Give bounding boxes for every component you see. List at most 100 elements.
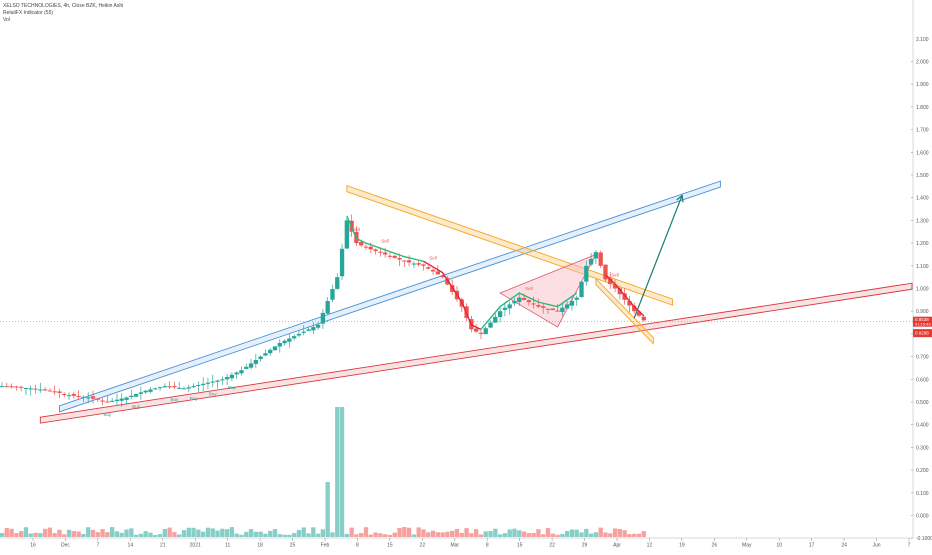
x-tick-label: 12 [647, 543, 653, 549]
volume-bar [215, 530, 220, 537]
volume-bar [478, 534, 484, 537]
x-tick-label: 2021 [190, 543, 201, 549]
drawing-layer[interactable] [39, 180, 913, 424]
candle-body [105, 401, 110, 403]
volume-bar [406, 527, 412, 537]
candle-body [435, 271, 440, 275]
candle-body [191, 386, 196, 388]
legend-symbol[interactable]: XELSO TECHNOLOGIES, 4h, Close BZK, Heiki… [3, 3, 124, 9]
volume-bar [641, 531, 646, 537]
candle-body [411, 263, 417, 265]
x-tick-label: 8 [356, 543, 359, 549]
candle-body [14, 386, 19, 388]
volume-bar [560, 534, 565, 537]
candle-body [28, 388, 33, 390]
candle-body [57, 391, 62, 393]
volume-bar [387, 534, 393, 537]
volume-bar [157, 534, 163, 537]
candle-body [244, 366, 249, 369]
candle-body [612, 284, 618, 289]
volume-bar [545, 528, 551, 537]
volume-bar [416, 527, 421, 537]
volume-bar [14, 533, 19, 537]
volume-bar [186, 527, 191, 537]
volume-bar [402, 527, 407, 537]
x-tick-label: 10 [776, 543, 782, 549]
resistance-channel [595, 277, 654, 345]
candle-body [110, 400, 115, 402]
volume-bar [464, 528, 469, 537]
candle-body [555, 310, 560, 312]
candle-body [157, 387, 163, 389]
volume-bar [526, 533, 531, 537]
volume-bar [569, 529, 575, 537]
y-tick-label: 0.700 [916, 355, 929, 361]
volume-bar [0, 533, 5, 537]
candle-body [100, 400, 105, 402]
candle-body [627, 301, 632, 306]
volume-bar [488, 531, 493, 537]
volume-bar [311, 527, 316, 537]
volume-bar [272, 529, 278, 537]
forecast-arrow [633, 195, 683, 319]
y-tick-label: 0.500 [916, 400, 929, 406]
volume-bar [627, 534, 632, 537]
volume-bar [430, 530, 436, 537]
volume-bar [555, 534, 560, 537]
volume-bar [287, 534, 292, 537]
indicator-line-down [423, 260, 482, 330]
volume-bar [62, 534, 67, 537]
candle-body [392, 255, 397, 258]
volume-bar [76, 531, 81, 537]
y-tick-label: 2.100 [916, 37, 929, 43]
candle-body [545, 308, 551, 310]
y-tick-label: 1.800 [916, 105, 929, 111]
last-price-countdown: 01:15:43 [915, 322, 931, 327]
candle-body [287, 338, 292, 342]
candle-body [507, 304, 512, 309]
candle-body [220, 379, 225, 381]
candle-body [162, 386, 167, 388]
volume-bar [421, 529, 426, 537]
x-tick-label: 21 [160, 543, 166, 549]
buy-signal-label: Buy [132, 404, 141, 409]
volume-bar [301, 527, 306, 537]
volume-bar [100, 529, 105, 537]
candle-body [205, 382, 211, 384]
volume-bar [33, 532, 38, 537]
volume-bar [483, 531, 488, 537]
volume-bar [9, 528, 14, 537]
indicator-layer [346, 215, 645, 330]
volume-bar [81, 533, 86, 537]
x-tick-label: 19 [679, 543, 685, 549]
volume-bar [143, 531, 148, 537]
candle-body [387, 255, 393, 257]
volume-bar [138, 533, 144, 537]
candle-body [272, 346, 278, 351]
legend-volume[interactable]: Vol [3, 17, 10, 23]
x-tick-label: Jun [873, 543, 881, 549]
candle-body [569, 300, 575, 306]
volume-bar [234, 533, 239, 537]
candle-body [167, 386, 172, 388]
volume-bar [71, 531, 76, 537]
y-tick-label: 0.100 [916, 491, 929, 497]
volume-bar [411, 534, 417, 537]
volume-bar [574, 529, 579, 537]
volume-bar [263, 533, 268, 537]
volume-bar [52, 533, 57, 537]
y-tick-label: 1.400 [916, 196, 929, 202]
candle-body [363, 246, 369, 248]
candle-body [608, 278, 613, 284]
chart-legend: XELSO TECHNOLOGIES, 4h, Close BZK, Heiki… [3, 3, 123, 24]
y-tick-label: 0.000 [916, 514, 929, 520]
candle-body [421, 264, 426, 266]
legend-indicator[interactable]: RetailFX Indicator (55) [3, 10, 54, 16]
candle-body [536, 305, 541, 307]
volume-bar [205, 527, 211, 537]
x-tick-label: Feb [321, 543, 330, 549]
volume-bar [277, 534, 282, 537]
